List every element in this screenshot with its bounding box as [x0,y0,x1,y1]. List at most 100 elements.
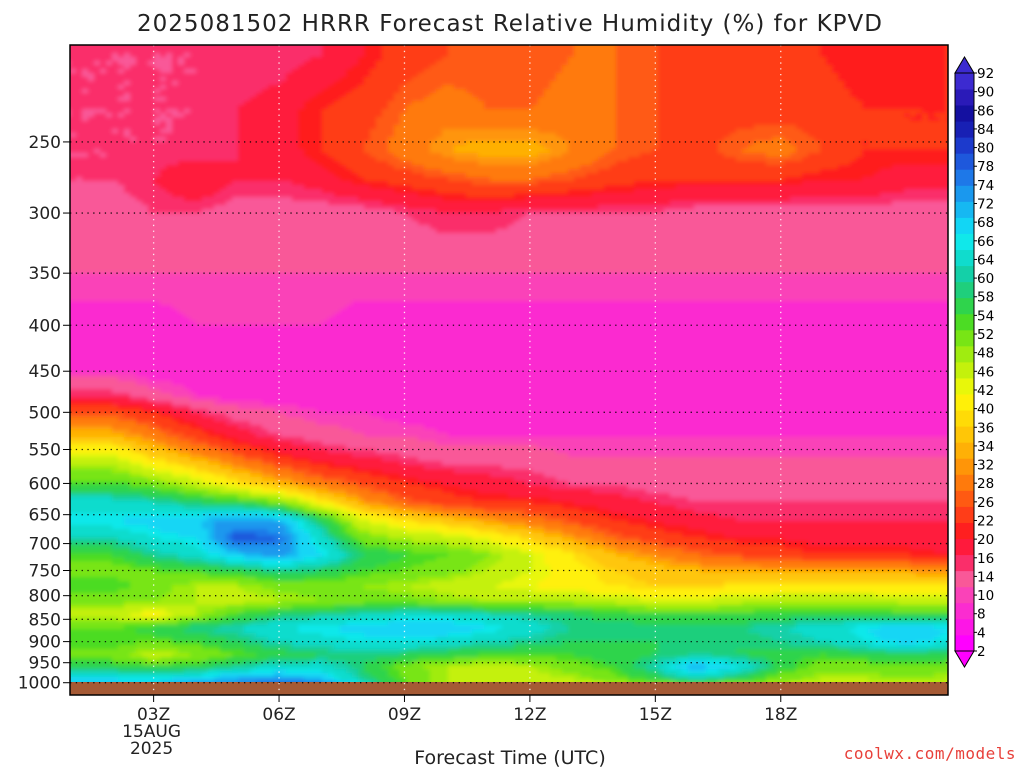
rh-cell [472,181,539,186]
rh-cell [466,193,515,198]
rh-cell [352,181,389,186]
rh-cell [328,317,948,322]
rh-cell [304,149,323,154]
rh-cell [532,665,551,670]
rh-cell [850,93,947,98]
rh-cell [304,417,383,422]
rh-cell [400,117,617,122]
rh-cell [70,373,137,378]
rh-cell [550,485,629,490]
rh-cell [256,593,299,598]
rh-cell [148,525,203,530]
rh-cell [136,197,185,202]
rh-cell [796,665,809,670]
rh-cell [154,97,167,102]
rh-cell [112,469,131,474]
rh-cell [160,537,197,542]
rh-cell [70,117,83,122]
rh-cell [808,153,863,158]
colorbar-frame [954,72,975,652]
rh-cell [946,89,948,94]
rh-cell [358,673,371,678]
rh-cell [652,653,689,658]
rh-cell [454,517,479,522]
rh-cell [286,413,371,418]
rh-cell [130,81,173,86]
rh-cell [472,641,515,646]
rh-cell [142,461,167,466]
rh-cell [70,65,125,70]
rh-cell [70,609,143,614]
rh-cell [346,637,437,642]
rh-cell [472,545,503,550]
rh-cell [358,677,365,682]
rh-cell [340,513,353,518]
rh-cell [172,305,347,310]
colorbar-label: 20 [977,532,994,548]
rh-cell [652,149,719,154]
rh-cell [172,473,191,478]
rh-cell [232,653,257,658]
rh-cell [70,157,239,162]
y-tick-label: 900 [29,633,61,653]
rh-cell [70,129,113,134]
rh-cell [412,161,479,166]
rh-cell [124,185,161,190]
rh-cell [208,617,221,622]
rh-cell [142,409,161,414]
rh-cell [472,565,491,570]
rh-cell [202,477,227,482]
rh-cell [766,665,773,670]
rh-cell [220,189,323,194]
rh-cell [340,177,365,182]
rh-cell [232,465,245,470]
rh-cell [274,485,299,490]
rh-cell [868,661,947,666]
rh-cell [904,189,948,194]
rh-cell [160,129,173,134]
rh-cell [292,605,335,610]
rh-cell [718,141,755,146]
rh-cell [406,501,431,506]
rh-cell [574,601,617,606]
rh-cell [556,77,617,82]
rh-cell [70,605,125,610]
rh-cell [388,537,413,542]
rh-cell [370,413,948,418]
rh-cell [322,553,329,558]
rh-cell [622,493,671,498]
rh-cell [388,489,443,494]
rh-cell [346,305,948,310]
rh-cell [286,521,299,526]
rh-cell [316,497,329,502]
rh-cell [658,645,839,650]
rh-cell [358,669,365,674]
rh-cell [910,113,917,118]
rh-cell [394,517,413,522]
rh-cell [934,641,948,646]
rh-cell [340,629,473,634]
rh-cell [706,529,948,534]
rh-cell [466,173,551,178]
rh-cell [832,641,875,646]
rh-cell [154,117,173,122]
rh-cell [574,549,605,554]
rh-cell [634,665,647,670]
rh-cell [310,537,317,542]
rh-cell [424,165,581,170]
rh-cell [436,61,569,66]
rh-cell [790,197,948,202]
rh-cell [652,557,677,562]
rh-cell [742,601,899,606]
rh-cell [346,529,359,534]
rh-cell [334,157,377,162]
rh-cell [922,117,929,122]
rh-cell [202,425,239,430]
rh-cell [346,509,359,514]
rh-cell [544,629,569,634]
rh-cell [580,165,611,170]
rh-cell [454,157,551,162]
rh-cell [406,81,551,86]
rh-cell [400,85,443,90]
rh-cell [148,533,179,538]
